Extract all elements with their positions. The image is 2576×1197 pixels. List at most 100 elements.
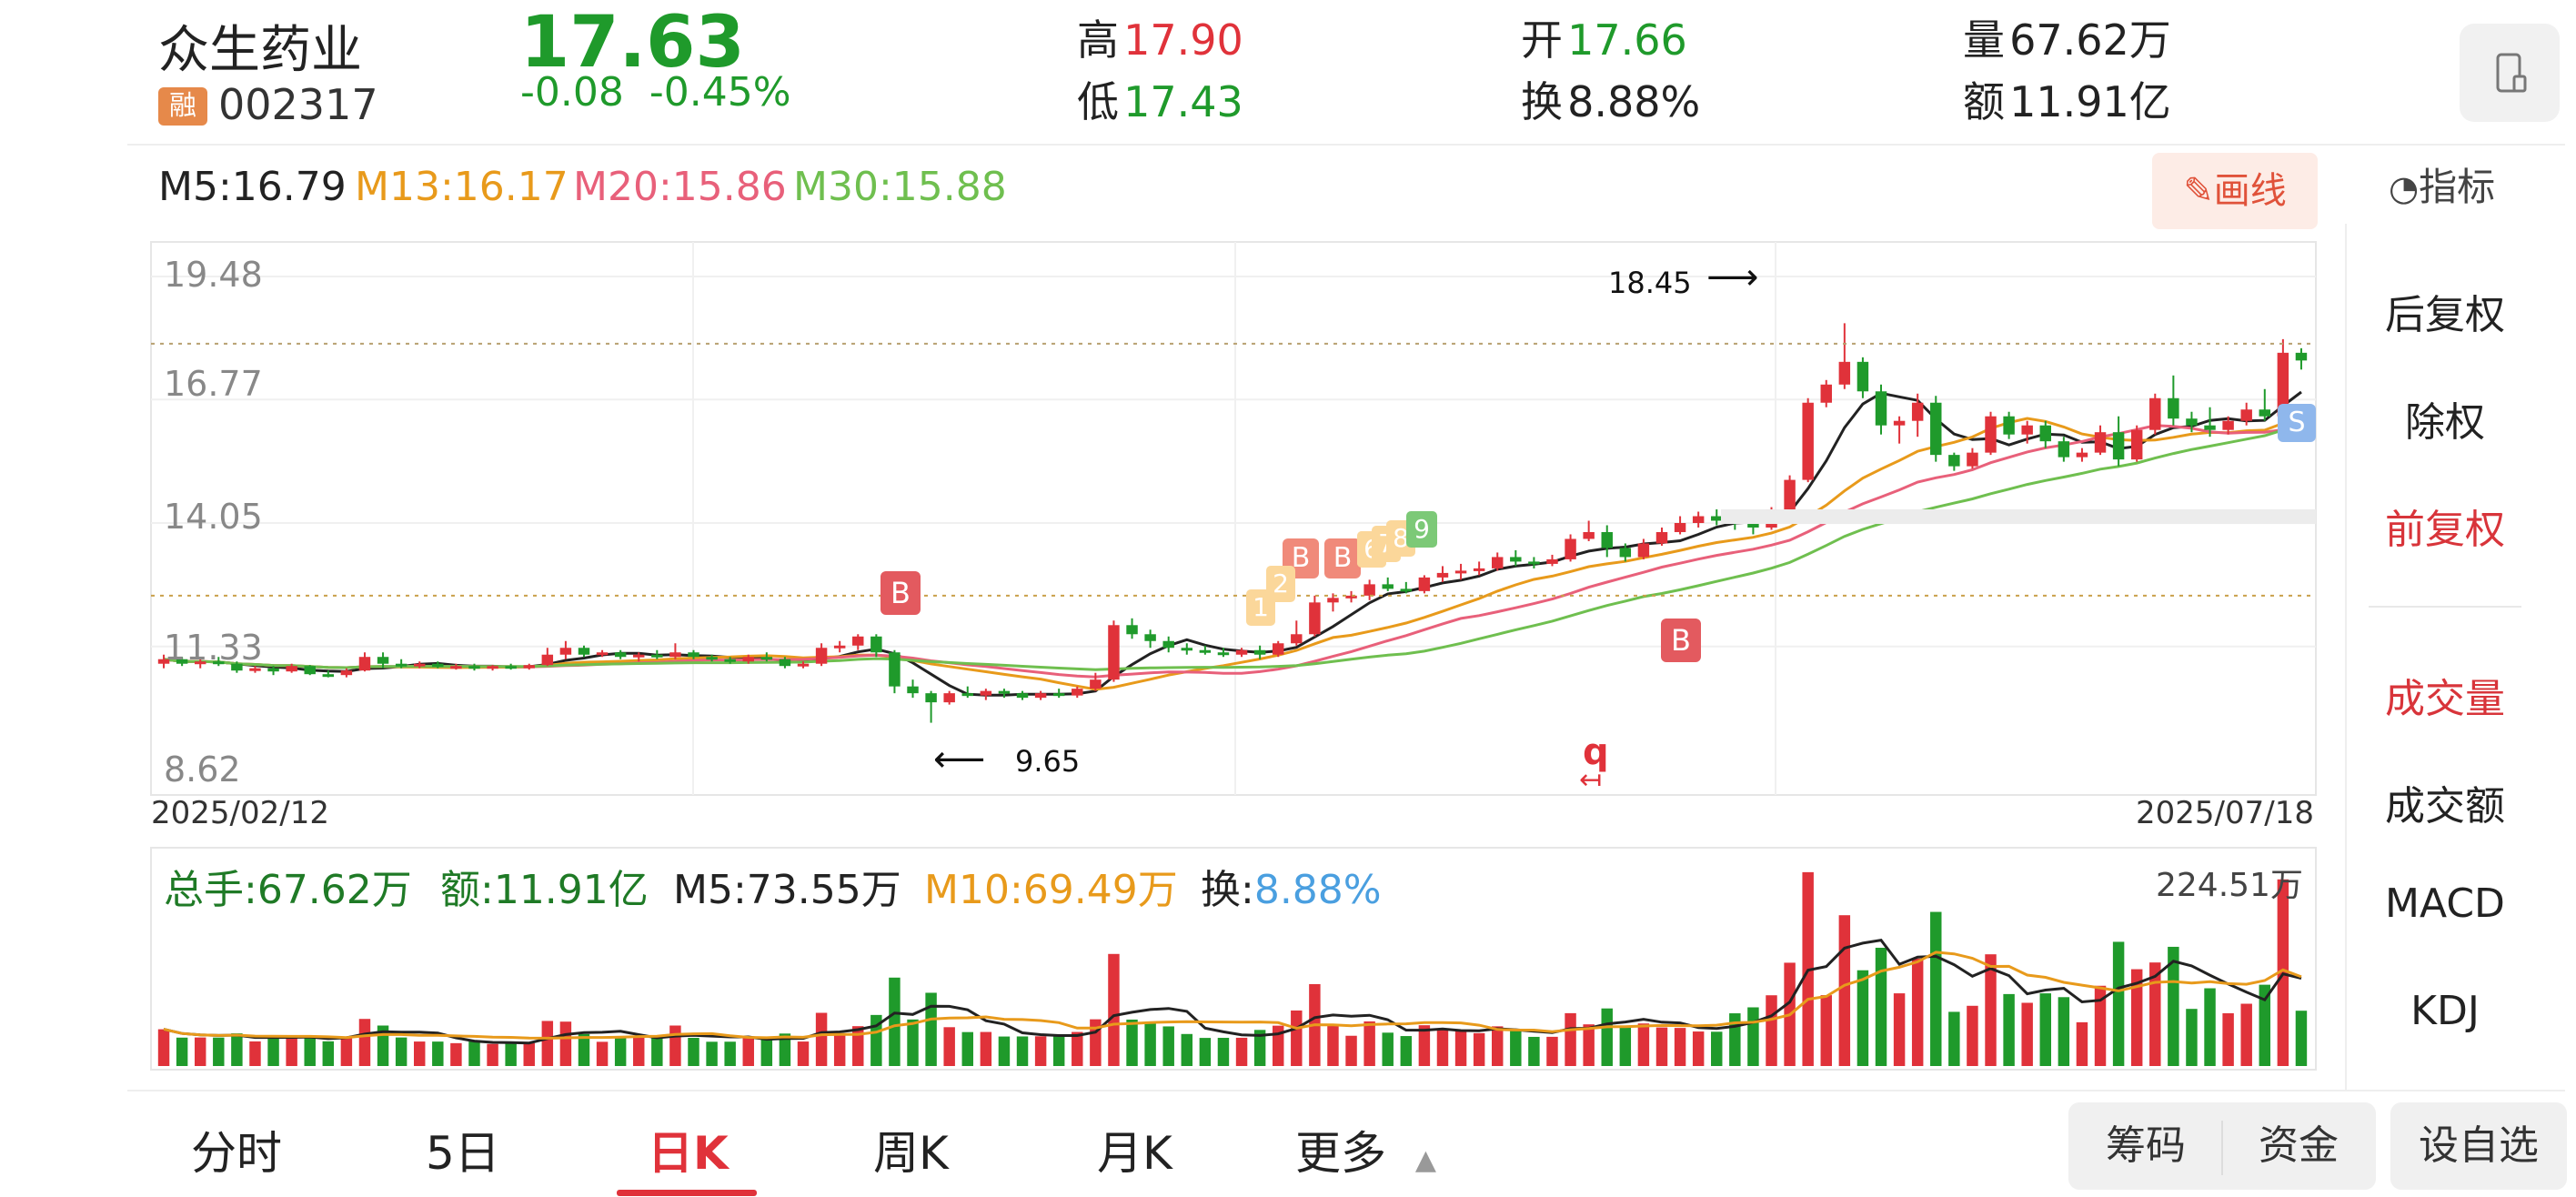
- draw-line-button[interactable]: ✎画线: [2152, 153, 2318, 229]
- candle[interactable]: [414, 663, 426, 667]
- candle[interactable]: [2094, 432, 2107, 453]
- side-item-forward-adjusted[interactable]: 前复权: [2385, 507, 2505, 553]
- candle[interactable]: [286, 666, 297, 672]
- candle[interactable]: [1655, 531, 1668, 544]
- candle[interactable]: [1838, 361, 1851, 385]
- side-item-macd[interactable]: MACD: [2385, 880, 2505, 927]
- candle[interactable]: [2222, 420, 2234, 430]
- candle[interactable]: [651, 654, 663, 658]
- candle[interactable]: [1802, 402, 1814, 480]
- candle[interactable]: [1985, 416, 1997, 453]
- candle[interactable]: [2076, 452, 2088, 458]
- candle[interactable]: [541, 654, 554, 666]
- candle[interactable]: [688, 652, 699, 658]
- tab-more[interactable]: 更多 ▲: [1295, 1117, 1436, 1182]
- buy-signal-badge[interactable]: B: [1324, 538, 1361, 578]
- candle[interactable]: [1454, 570, 1467, 574]
- candle[interactable]: [1473, 568, 1485, 571]
- candle[interactable]: [779, 659, 791, 667]
- candle[interactable]: [559, 648, 572, 655]
- candle[interactable]: [1309, 602, 1321, 635]
- candle[interactable]: [1199, 649, 1212, 653]
- candle[interactable]: [450, 666, 462, 669]
- candle[interactable]: [2149, 397, 2161, 430]
- candle[interactable]: [1528, 561, 1540, 565]
- candle[interactable]: [669, 652, 681, 658]
- candle[interactable]: [2204, 425, 2216, 430]
- candle[interactable]: [1217, 652, 1230, 656]
- candle[interactable]: [2112, 432, 2125, 460]
- candle[interactable]: [1492, 557, 1504, 568]
- buy-signal-badge[interactable]: B: [880, 571, 921, 615]
- candle[interactable]: [487, 666, 498, 669]
- indicator-button[interactable]: ◔指标: [2389, 156, 2495, 212]
- candle[interactable]: [596, 652, 609, 656]
- candle[interactable]: [505, 666, 517, 669]
- tab-monthly-k[interactable]: 月K: [1097, 1127, 1172, 1180]
- candle[interactable]: [614, 652, 627, 658]
- side-item-amount[interactable]: 成交额: [2385, 783, 2505, 830]
- candle[interactable]: [1418, 577, 1431, 591]
- candle[interactable]: [1546, 558, 1558, 564]
- side-item-ex-rights[interactable]: 除权: [2405, 399, 2485, 446]
- candle[interactable]: [1893, 420, 1906, 426]
- candle[interactable]: [1181, 648, 1193, 651]
- candle[interactable]: [998, 690, 1011, 694]
- candle[interactable]: [1565, 538, 1576, 559]
- candle[interactable]: [1619, 548, 1632, 558]
- candle[interactable]: [1144, 634, 1156, 641]
- candle[interactable]: [980, 690, 992, 696]
- candle[interactable]: [925, 693, 937, 703]
- candle[interactable]: [1857, 361, 1869, 392]
- candle[interactable]: [176, 659, 188, 664]
- sell-signal-badge[interactable]: S: [2278, 404, 2316, 442]
- candle[interactable]: [1711, 516, 1723, 521]
- candle[interactable]: [1637, 543, 1650, 558]
- candle[interactable]: [1382, 584, 1394, 589]
- candle[interactable]: [2277, 352, 2289, 417]
- side-item-kdj[interactable]: KDJ: [2410, 988, 2480, 1034]
- candle[interactable]: [1345, 595, 1357, 598]
- candle[interactable]: [1820, 384, 1832, 403]
- side-item-volume[interactable]: 成交量: [2385, 676, 2505, 722]
- candle[interactable]: [304, 666, 316, 675]
- candle[interactable]: [2168, 397, 2179, 419]
- candle[interactable]: [1930, 402, 1942, 456]
- candle[interactable]: [1108, 625, 1120, 680]
- candle[interactable]: [194, 661, 206, 665]
- candle[interactable]: [1583, 531, 1595, 539]
- candle[interactable]: [213, 661, 225, 665]
- candle[interactable]: [1967, 452, 1978, 467]
- candle[interactable]: [1510, 557, 1522, 562]
- candle[interactable]: [961, 693, 973, 697]
- candle[interactable]: [2058, 441, 2070, 458]
- candle[interactable]: [432, 663, 444, 668]
- funds-button[interactable]: 资金: [2259, 1122, 2339, 1169]
- tab-intraday[interactable]: 分时: [191, 1127, 282, 1180]
- candle[interactable]: [1272, 643, 1284, 655]
- tab-daily-k[interactable]: 日K: [648, 1127, 729, 1180]
- candle[interactable]: [760, 657, 773, 660]
- candle[interactable]: [1436, 572, 1449, 578]
- candle[interactable]: [1692, 516, 1705, 523]
- candle[interactable]: [249, 668, 261, 671]
- candle[interactable]: [1162, 640, 1174, 649]
- candle[interactable]: [358, 657, 371, 671]
- candle[interactable]: [1090, 679, 1102, 689]
- candle[interactable]: [2259, 409, 2271, 417]
- candle[interactable]: [1875, 391, 1887, 426]
- candle[interactable]: [1235, 649, 1248, 655]
- candle[interactable]: [889, 652, 901, 687]
- candle[interactable]: [724, 659, 736, 662]
- chips-button[interactable]: 筹码: [2106, 1122, 2186, 1169]
- candle[interactable]: [2186, 418, 2198, 426]
- candle[interactable]: [742, 657, 754, 662]
- candle[interactable]: [395, 663, 408, 667]
- tab-5-day[interactable]: 5日: [426, 1127, 500, 1180]
- candle[interactable]: [1253, 649, 1266, 655]
- candle[interactable]: [2240, 409, 2252, 421]
- candle[interactable]: [231, 663, 243, 671]
- candle[interactable]: [797, 663, 810, 667]
- candle[interactable]: [870, 636, 882, 653]
- add-watchlist-button[interactable]: 设自选: [2390, 1102, 2567, 1190]
